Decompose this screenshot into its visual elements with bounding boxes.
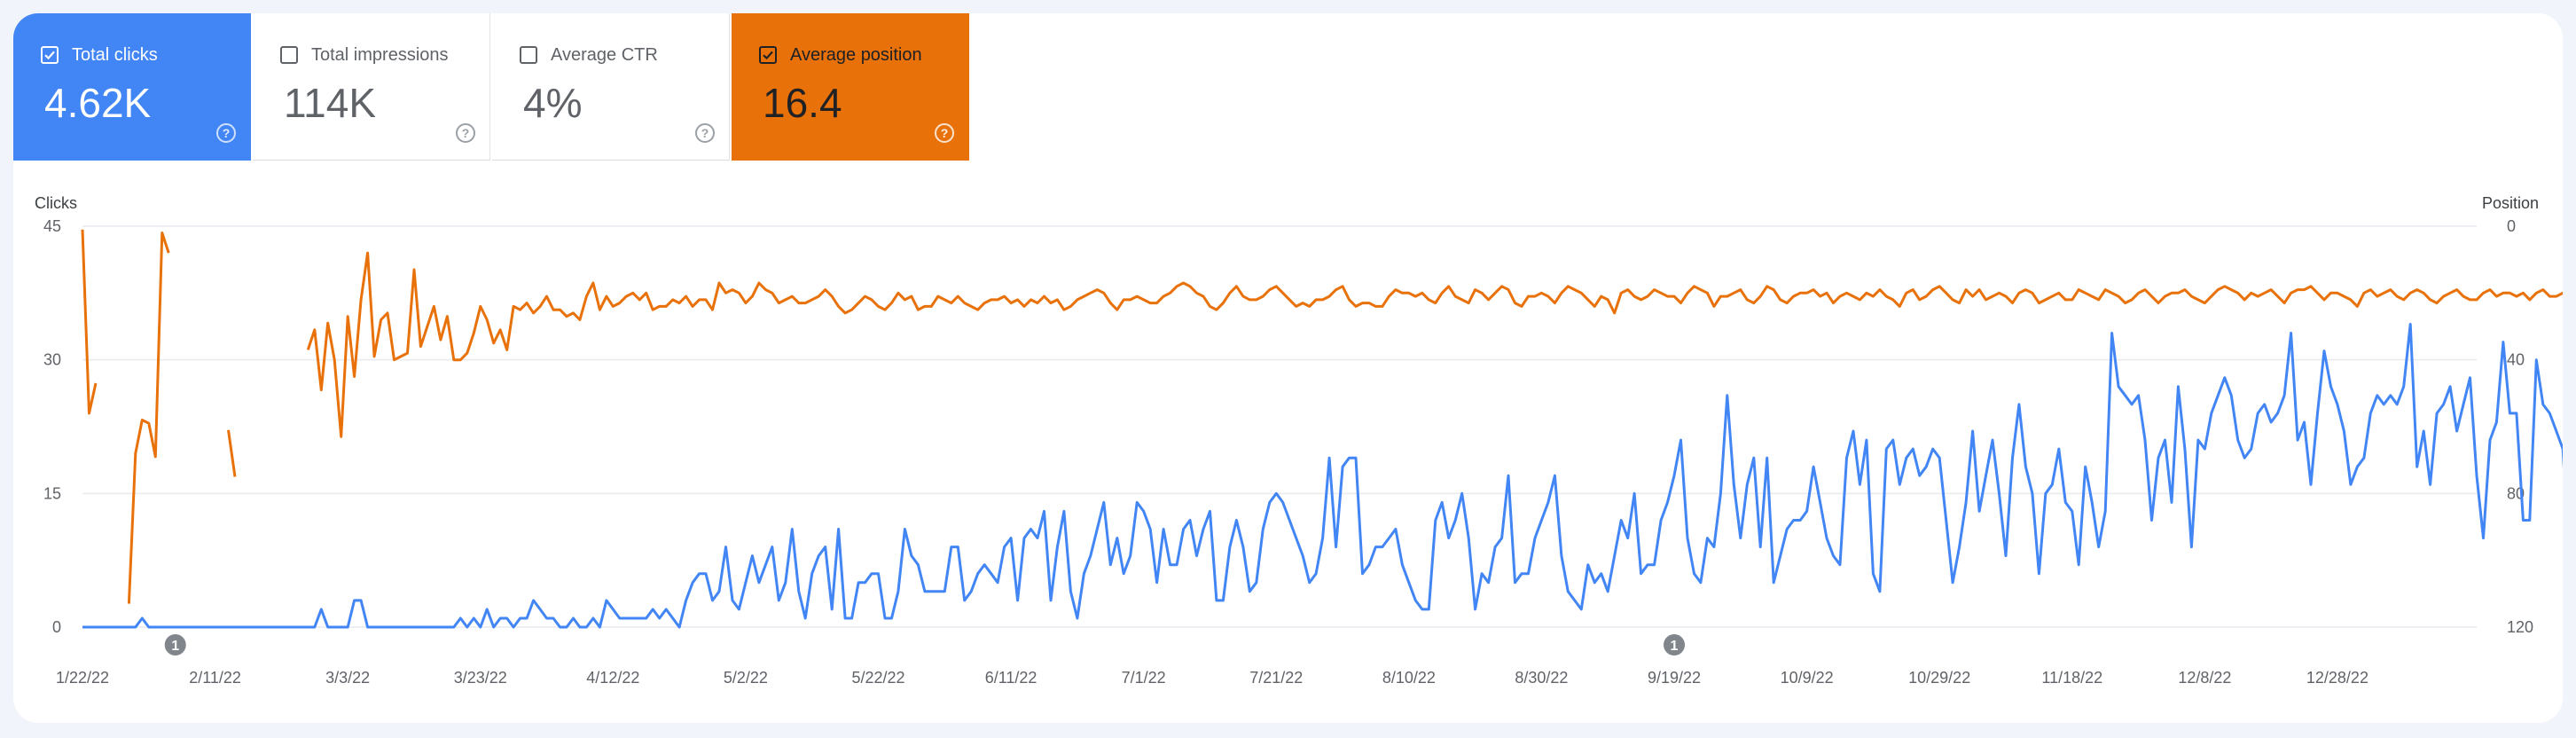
x-tick-label: 6/11/22: [985, 669, 1037, 687]
checkbox-unchecked-icon[interactable]: [520, 46, 537, 64]
help-icon[interactable]: ?: [695, 123, 715, 143]
y-tick-right: 40: [2507, 351, 2525, 369]
x-tick-label: 10/9/22: [1781, 669, 1834, 687]
x-tick-label: 4/12/22: [586, 669, 639, 687]
x-tick-label: 7/1/22: [1122, 669, 1166, 687]
help-icon[interactable]: ?: [935, 123, 954, 143]
x-tick-label: 5/22/22: [851, 669, 904, 687]
x-tick-label: 10/29/22: [1908, 669, 1970, 687]
y-tick-left: 45: [43, 217, 61, 235]
y-axis-label-right: Position: [2482, 194, 2539, 212]
x-tick-label: 3/3/22: [325, 669, 370, 687]
x-tick-label: 1/22/22: [56, 669, 109, 687]
metric-value: 114K: [284, 80, 377, 126]
x-tick-label: 8/30/22: [1515, 669, 1568, 687]
y-tick-left: 15: [43, 484, 61, 502]
metric-label: Average position: [790, 45, 922, 65]
x-tick-label: 9/19/22: [1648, 669, 1701, 687]
metric-label: Average CTR: [551, 45, 658, 65]
metric-label: Total clicks: [72, 45, 158, 65]
metric-tile-total-impressions[interactable]: Total impressions 114K ?: [253, 13, 490, 161]
metric-label: Total impressions: [311, 45, 449, 65]
checkbox-checked-icon[interactable]: [759, 46, 777, 64]
checkbox-checked-icon[interactable]: [41, 46, 59, 64]
clicks-series-line: [82, 323, 2563, 629]
metric-tile-average-position[interactable]: Average position 16.4 ?: [732, 13, 969, 161]
x-tick-label: 12/8/22: [2178, 669, 2231, 687]
x-tick-label: 11/18/22: [2041, 669, 2102, 687]
y-tick-right: 0: [2507, 217, 2516, 235]
x-tick-label: 12/28/22: [2306, 669, 2369, 687]
x-tick-label: 3/23/22: [454, 669, 507, 687]
y-tick-left: 0: [52, 618, 61, 636]
annotation-marker[interactable]: [1664, 634, 1686, 656]
help-icon[interactable]: ?: [216, 123, 236, 143]
metric-value: 4%: [523, 80, 583, 126]
annotation-marker[interactable]: [164, 634, 186, 656]
y-axis-label-left: Clicks: [35, 194, 77, 212]
annotation-label: 1: [171, 639, 179, 654]
x-tick-label: 7/21/22: [1249, 669, 1303, 687]
position-series-line: [81, 229, 2563, 604]
performance-card: Total clicks 4.62K ? Total impressions 1…: [13, 13, 2563, 723]
metric-tile-average-ctr[interactable]: Average CTR 4% ?: [492, 13, 730, 161]
y-tick-right: 120: [2507, 618, 2533, 636]
x-tick-label: 8/10/22: [1382, 669, 1436, 687]
metric-value: 4.62K: [44, 80, 152, 126]
x-tick-label: 2/11/22: [189, 669, 241, 687]
annotation-label: 1: [1671, 639, 1679, 654]
help-icon[interactable]: ?: [456, 123, 475, 143]
x-tick-label: 5/2/22: [724, 669, 768, 687]
metric-value: 16.4: [763, 80, 842, 126]
metric-tile-total-clicks[interactable]: Total clicks 4.62K ?: [13, 13, 251, 161]
y-tick-left: 30: [43, 351, 61, 369]
checkbox-unchecked-icon[interactable]: [280, 46, 298, 64]
